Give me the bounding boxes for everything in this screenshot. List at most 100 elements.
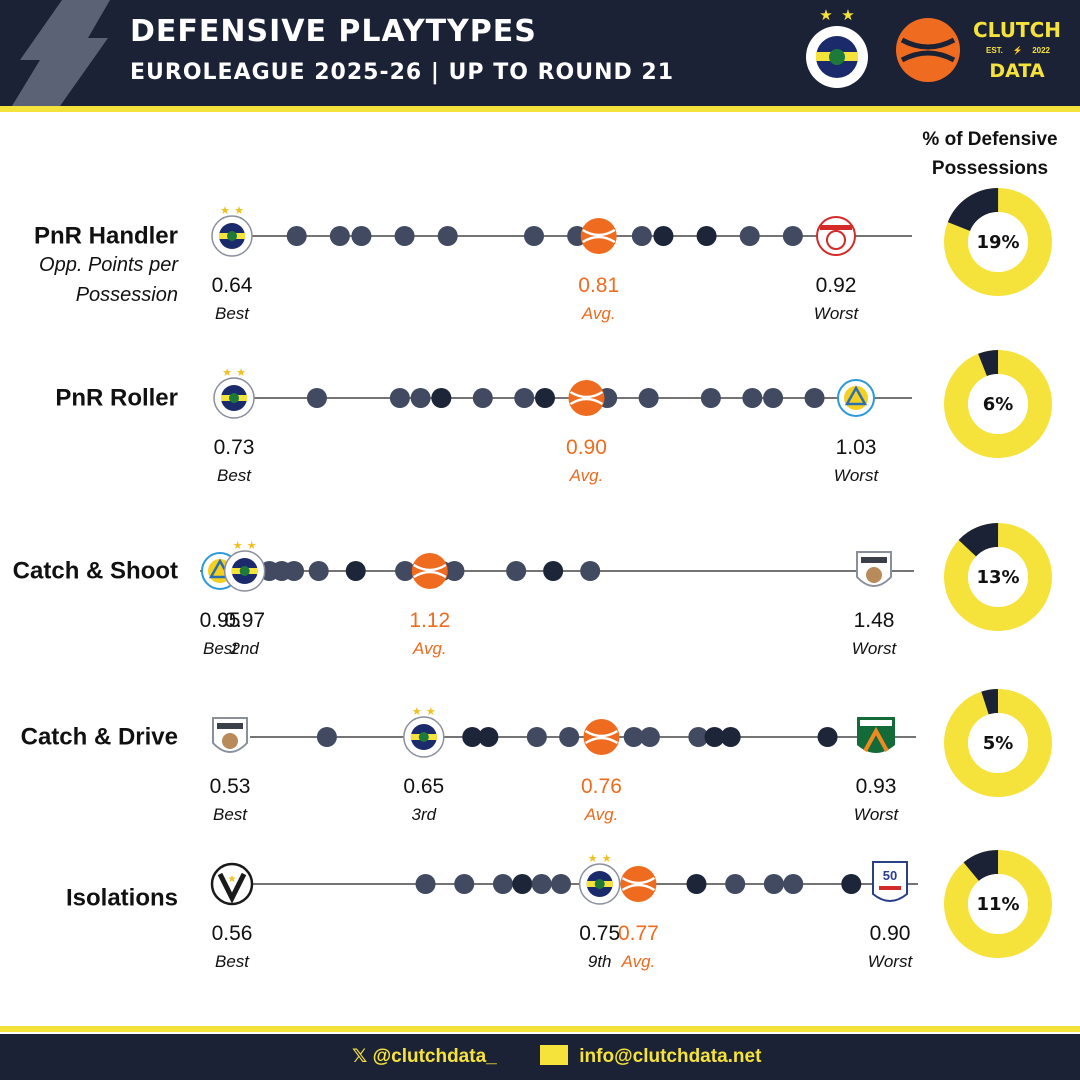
team-dot	[804, 388, 825, 408]
value-label: 1.12	[409, 609, 450, 632]
avg-logo-icon	[580, 218, 617, 254]
olympiacos-logo-icon	[816, 216, 856, 256]
team-dot	[580, 561, 601, 581]
logo-shield	[872, 861, 908, 902]
donut-slice	[944, 523, 1052, 631]
team-dot	[284, 561, 305, 581]
fenerbahce-logo-icon: ★ ★	[211, 205, 253, 257]
star-icon: ★	[602, 853, 612, 865]
ball-seam	[582, 235, 616, 244]
rank-label: Best	[213, 805, 248, 824]
rank-label: Worst	[868, 952, 914, 971]
team-dot	[638, 388, 659, 408]
rank-label: Best	[215, 304, 250, 323]
star-icon: ★	[426, 706, 436, 718]
avg-logo-icon	[568, 380, 605, 416]
rank-label: 3rd	[412, 805, 437, 824]
donut-slice	[944, 850, 1052, 958]
email-contact[interactable]: info@clutchdata.net	[540, 1045, 761, 1068]
logo-banner	[820, 225, 852, 230]
x-handle-text: @clutchdata_	[372, 1046, 497, 1067]
logo-center	[418, 732, 429, 742]
team-dot	[316, 727, 337, 747]
team-dot	[739, 226, 760, 246]
star-icon: ★	[234, 205, 244, 217]
rank-label: 9th	[588, 952, 612, 971]
team-dot	[841, 874, 862, 894]
maccabi-logo-icon	[837, 379, 875, 417]
donut-hole	[968, 212, 1028, 272]
rank-label: Avg.	[581, 304, 616, 323]
brand-est-label: EST.	[986, 46, 1003, 55]
value-label: 0.90	[566, 436, 607, 459]
team-dot	[524, 226, 544, 246]
team-dot	[512, 874, 533, 894]
team-dot	[444, 561, 465, 581]
team-dot	[454, 874, 475, 894]
team-dot	[623, 727, 644, 747]
fenerbahce-logo-icon: ★ ★	[403, 706, 445, 758]
team-dot	[308, 561, 329, 581]
star-icon: ★	[220, 205, 230, 217]
team-dot	[700, 388, 721, 408]
mail-icon	[540, 1045, 568, 1065]
x-handle[interactable]: 𝕏 @clutchdata_	[352, 1045, 497, 1068]
ball-seam	[584, 729, 619, 738]
donut-hole	[968, 874, 1028, 934]
team-dot	[351, 226, 372, 246]
team-dot	[478, 727, 499, 747]
star-icon: ★	[412, 706, 422, 718]
team-dot	[720, 727, 741, 747]
page-title: DEFENSIVE PLAYTYPES	[130, 14, 537, 49]
team-dot	[653, 226, 674, 246]
euroleague-logo-icon	[896, 18, 960, 82]
rank-label: Avg.	[412, 639, 447, 658]
brand-name-line2: DATA	[989, 60, 1045, 82]
value-label: 0.95	[200, 609, 241, 632]
team-dot	[783, 874, 804, 894]
logo-star	[844, 385, 868, 406]
team-dot	[725, 874, 746, 894]
team-dot	[394, 226, 415, 246]
logo-wreath	[826, 230, 846, 250]
share-label: 6%	[983, 394, 1014, 415]
value-label: 0.81	[578, 274, 619, 297]
value-label: 0.53	[210, 775, 251, 798]
team-dot	[817, 727, 838, 747]
team-dot	[286, 226, 307, 246]
share-column-header: % of Defensive Possessions	[922, 129, 1058, 179]
donut-track	[944, 689, 1052, 797]
rank-label: Avg.	[569, 466, 604, 485]
brand-year: 2022	[1032, 46, 1050, 55]
team-dot	[345, 561, 366, 581]
team-dot	[631, 226, 652, 246]
star-icon: ★	[236, 367, 246, 379]
playtype-label: PnR Roller	[55, 384, 178, 411]
team-dot	[763, 874, 784, 894]
donut-hole	[968, 713, 1028, 773]
metric-label: Possession	[76, 284, 178, 306]
team-dot	[389, 388, 410, 408]
logo-mark	[863, 726, 889, 752]
share-label: 11%	[976, 894, 1019, 915]
team-dot	[526, 727, 547, 747]
value-label: 0.65	[403, 775, 444, 798]
team-dot	[492, 874, 513, 894]
rank-label: Worst	[814, 304, 860, 323]
footer-stripe	[0, 1026, 1080, 1032]
logo-center	[229, 393, 239, 403]
ball-seam	[621, 876, 656, 885]
brand-bolt-icon: ⚡	[1012, 46, 1023, 55]
share-label: 5%	[983, 733, 1014, 754]
ball-seam	[569, 397, 604, 406]
logo-banner	[860, 720, 892, 726]
logo-ball	[222, 733, 238, 749]
rank-label: Avg.	[621, 952, 656, 971]
value-label: 0.75	[579, 922, 620, 945]
page-subtitle: EUROLEAGUE 2025-26 | UP TO ROUND 21	[130, 60, 675, 85]
team-dot	[559, 727, 580, 747]
logo-center	[594, 879, 605, 889]
team-dot	[543, 561, 564, 581]
playtype-label: Isolations	[66, 884, 178, 911]
zalgiris-logo-icon	[857, 717, 895, 753]
